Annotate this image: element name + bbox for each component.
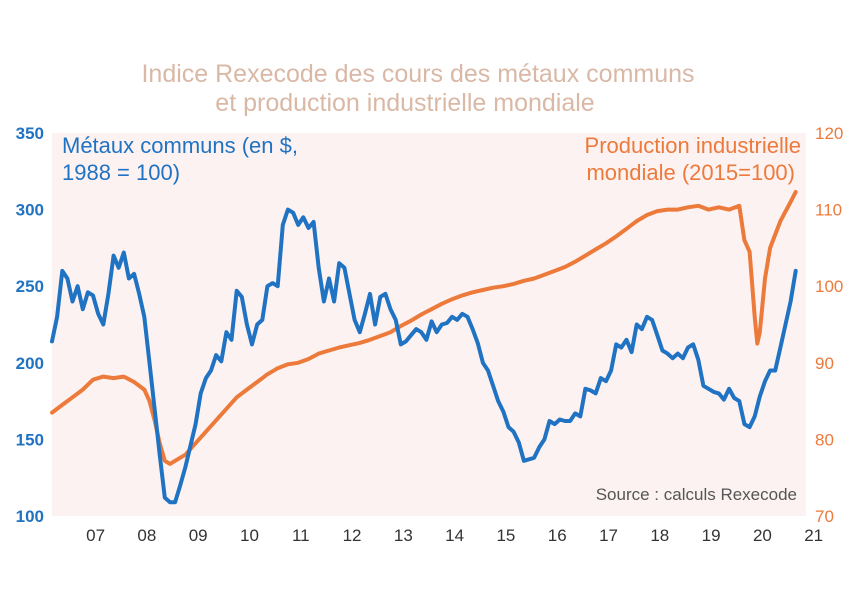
metals-series-label-line1: Métaux communs (en $,: [62, 133, 298, 158]
production-series-label-line1: Production industrielle: [585, 133, 801, 158]
x-axis-tick-label: 17: [599, 526, 618, 545]
right-axis-tick-label: 120: [815, 124, 843, 143]
x-axis-tick-label: 16: [548, 526, 567, 545]
x-axis-tick-label: 21: [804, 526, 823, 545]
x-axis-tick-label: 11: [292, 526, 310, 545]
x-axis-tick-label: 08: [137, 526, 156, 545]
right-axis-tick-label: 70: [815, 507, 834, 526]
x-axis-tick-label: 12: [343, 526, 362, 545]
right-axis-tick-label: 90: [815, 354, 834, 373]
source-note: Source : calculs Rexecode: [596, 485, 797, 504]
left-axis-tick-label: 300: [16, 201, 44, 220]
right-axis-ticks: 120 110 100 90 80 70: [815, 124, 843, 526]
x-axis-tick-label: 09: [189, 526, 208, 545]
x-axis-tick-label: 07: [86, 526, 105, 545]
series-lines: [50, 190, 798, 505]
right-axis-tick-label: 100: [815, 277, 843, 296]
metals-series-line: [50, 207, 798, 505]
x-axis-tick-label: 10: [240, 526, 259, 545]
x-axis-ticks: 07 08 09 10 11 12 13 14 15 16 17 18 19 20 21: [86, 526, 823, 545]
x-axis-tick-label: 19: [702, 526, 721, 545]
left-axis-tick-label: 200: [16, 354, 44, 373]
metals-series-label-line2: 1988 = 100): [62, 160, 180, 185]
x-axis-tick-label: 18: [650, 526, 669, 545]
production-series-label-line2: mondiale (2015=100): [586, 160, 795, 185]
x-axis-tick-label: 14: [445, 526, 464, 545]
left-axis-tick-label: 350: [16, 124, 44, 143]
chart-title-line2: et production industrielle mondiale: [215, 89, 594, 117]
left-axis-ticks: 350 300 250 200 150 100: [16, 124, 44, 526]
x-axis-tick-label: 15: [496, 526, 515, 545]
left-axis-tick-label: 250: [16, 277, 44, 296]
production-series-line: [50, 190, 798, 466]
right-axis-tick-label: 110: [815, 201, 842, 220]
left-axis-tick-label: 100: [16, 507, 44, 526]
left-axis-tick-label: 150: [16, 430, 44, 449]
right-axis-tick-label: 80: [815, 430, 834, 449]
chart-title-line1: Indice Rexecode des cours des métaux com…: [141, 60, 694, 88]
x-axis-tick-label: 20: [753, 526, 772, 545]
x-axis-tick-label: 13: [394, 526, 413, 545]
